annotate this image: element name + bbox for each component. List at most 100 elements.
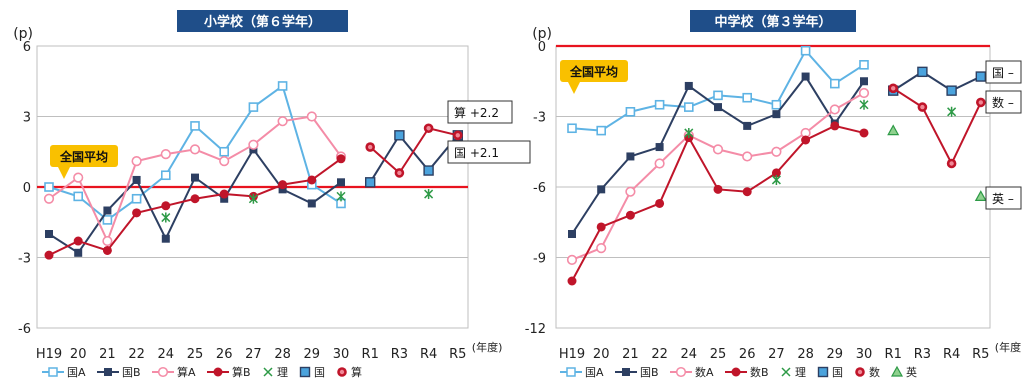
point-数A (712, 144, 724, 155)
point-国B (568, 230, 576, 238)
point-国A (277, 81, 288, 91)
point-国A (190, 121, 200, 131)
point-国 (365, 177, 376, 188)
callout-label: 英 – (992, 192, 1014, 206)
point-国 (917, 66, 928, 78)
x-tick-label: 29 (827, 347, 844, 362)
point-国A (131, 193, 142, 204)
legend-label: 国A (585, 366, 604, 379)
point-国B (278, 185, 287, 194)
legend-item-国B: 国B (615, 366, 659, 379)
point-数A (858, 87, 870, 99)
point-数B (801, 135, 811, 145)
x-tick-label: R4 (943, 347, 960, 362)
point-数A (596, 243, 607, 254)
callout-box (985, 90, 1022, 114)
series-line-国B (571, 74, 865, 235)
legend-marker (263, 367, 273, 377)
point-国B (626, 152, 635, 161)
point-国A (829, 78, 840, 89)
legend-label: 数A (695, 366, 714, 379)
legend-item-算A: 算A (152, 365, 196, 379)
national-average-label: 全国平均 (569, 64, 618, 79)
point-国A (567, 123, 577, 134)
point-理 (424, 189, 434, 200)
legend-item-算: 算 (337, 365, 362, 379)
point-理 (161, 212, 171, 223)
legend-item-理: 理 (781, 366, 806, 379)
x-tick-label: 25 (710, 347, 727, 362)
callout-label: 数 – (992, 95, 1014, 110)
legend-marker (48, 367, 58, 377)
point-算-inner (455, 133, 460, 138)
legend-marker (731, 367, 741, 377)
point-数-inner (978, 100, 983, 105)
y-tick-label: -12 (525, 322, 546, 337)
y-tick-label: -6 (533, 181, 546, 196)
national-average-badge (50, 145, 118, 167)
x-tick-label: H19 (559, 347, 585, 362)
chart-title-box (177, 10, 348, 32)
legend-marker (781, 367, 791, 377)
x-axis-unit: (年度) (995, 340, 1022, 354)
x-tick-label: 30 (856, 347, 873, 362)
legend-item-国: 国 (817, 366, 843, 379)
point-算B (161, 201, 171, 211)
y-tick-label: 0 (23, 181, 31, 196)
series-line-国 (892, 70, 982, 92)
national-average-label: 全国平均 (59, 149, 108, 164)
point-数B (859, 128, 869, 138)
legend-item-国A: 国A (42, 366, 86, 379)
x-tick-label: 20 (70, 347, 87, 362)
x-tick-label: R4 (420, 347, 437, 362)
point-英 (974, 190, 987, 201)
point-数A (566, 254, 578, 265)
x-tick-label: 21 (99, 347, 116, 362)
point-国A (219, 146, 229, 157)
point-算B (278, 180, 288, 190)
x-tick-label: 21 (622, 347, 639, 362)
y-tick-label: -9 (533, 252, 546, 267)
point-国 (946, 85, 957, 96)
point-算A (160, 149, 171, 160)
point-国A (683, 102, 694, 112)
legend-label: 国 (832, 366, 843, 379)
point-国B (801, 72, 810, 81)
point-数A (625, 186, 636, 197)
y-tick-label: -6 (18, 322, 31, 337)
point-国B (772, 110, 781, 119)
point-数B (713, 184, 723, 194)
point-数A (742, 151, 753, 162)
point-算A (306, 111, 317, 122)
point-数B (830, 121, 840, 131)
point-数B (771, 168, 781, 178)
x-tick-label: 28 (274, 347, 291, 362)
chart-title-box (690, 10, 856, 32)
legend-marker (299, 366, 311, 378)
x-tick-label: R1 (362, 347, 379, 362)
legend-item-数: 数 (855, 366, 880, 379)
point-算B (190, 194, 200, 204)
x-tick-label: 29 (304, 347, 321, 362)
series-line-算 (369, 127, 459, 175)
point-算A (131, 156, 142, 167)
series-line-数 (892, 87, 982, 166)
legend-label: 算A (177, 365, 196, 379)
legend-marker (213, 367, 223, 377)
x-tick-label: 28 (797, 347, 814, 362)
point-国A (713, 90, 723, 101)
callout-label: 国 +2.1 (454, 146, 499, 160)
legend-item-国B: 国B (97, 366, 141, 379)
legend-marker (890, 365, 904, 377)
point-国A (771, 99, 782, 110)
point-国A (161, 170, 171, 181)
point-国B (103, 206, 112, 215)
point-算A (219, 156, 230, 167)
callout-box (447, 140, 531, 164)
callout-label: 算 +2.2 (454, 105, 499, 120)
national-average-badge (560, 60, 628, 82)
y-tick-label: 0 (538, 40, 546, 55)
legend-label: 国 (314, 366, 325, 379)
point-数A (654, 158, 665, 169)
